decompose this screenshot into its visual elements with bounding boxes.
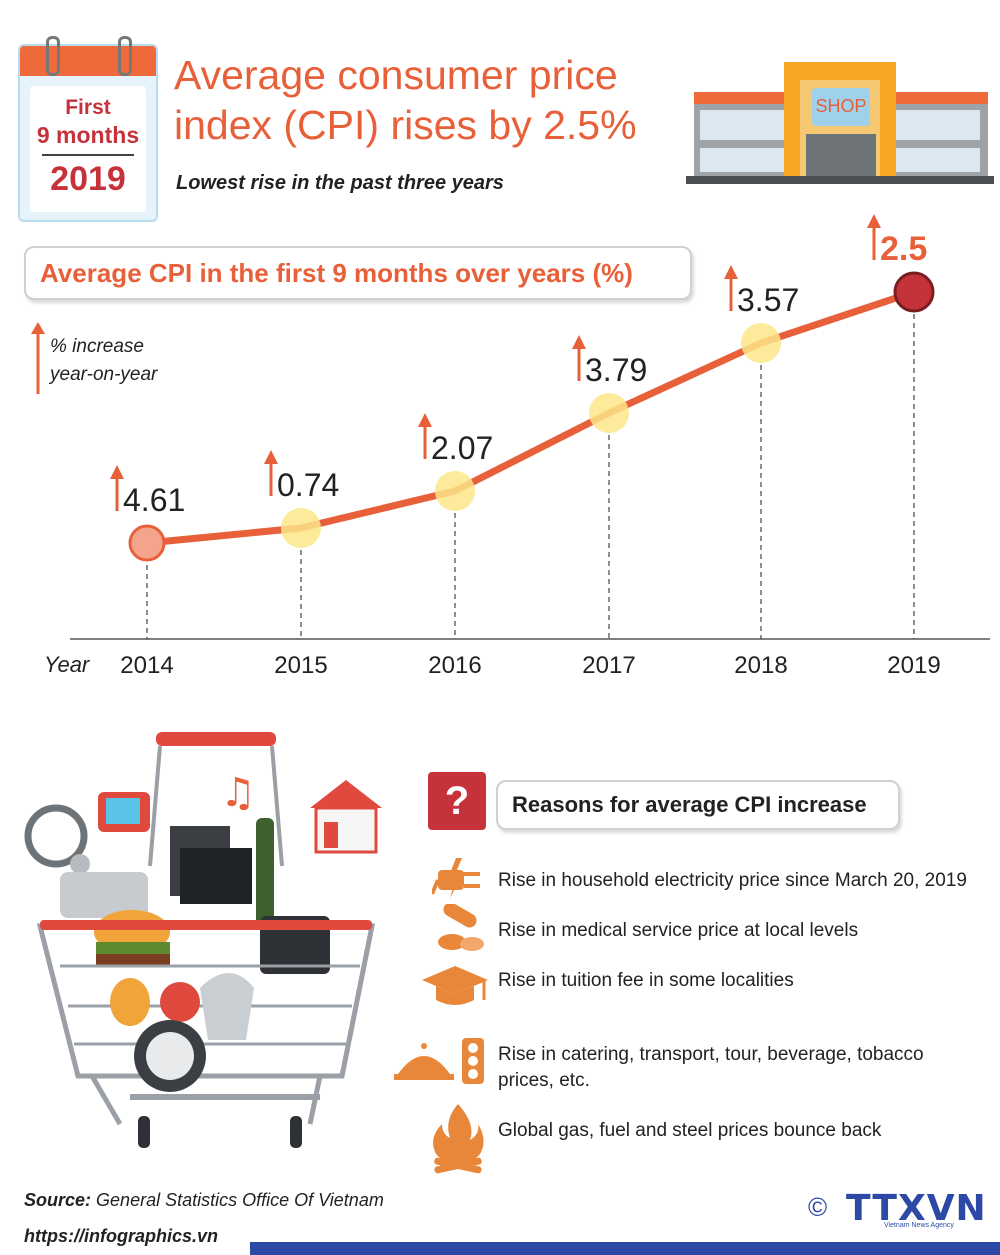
x-tick-label: 2018 — [734, 652, 787, 679]
source-text: General Statistics Office Of Vietnam — [96, 1190, 384, 1210]
legend-line1: % increase — [50, 336, 144, 357]
chart-title-box: Average CPI in the first 9 months over y… — [24, 246, 692, 300]
reason-tuition: Rise in tuition fee in some localities — [498, 970, 794, 991]
reasons-title-box: Reasons for average CPI increase — [496, 780, 900, 830]
reason-electricity: Rise in household electricity price sinc… — [498, 870, 967, 891]
title-line2: index (CPI) rises by 2.5% — [174, 102, 637, 148]
data-point — [128, 524, 166, 562]
data-label: 3.79 — [585, 352, 647, 388]
badge-year: 2019 — [50, 160, 126, 198]
copyright-icon: © — [808, 1192, 828, 1222]
source-note: Source: General Statistics Office Of Vie… — [24, 1190, 384, 1211]
data-label: 4.61 — [123, 482, 185, 518]
cpi-line-chart: Year 2014 2015 2016 2017 2018 2019 4.61 0.74 2.07… — [44, 214, 990, 679]
shop-sign: SHOP — [815, 96, 866, 116]
data-point — [893, 271, 935, 313]
food-cloche-traffic-light-icon — [394, 1038, 484, 1084]
data-label: 2.07 — [431, 430, 493, 466]
badge-line2: 9 months — [36, 122, 140, 148]
x-tick-label: 2014 — [120, 652, 173, 679]
reasons-title: Reasons for average CPI increase — [512, 792, 867, 817]
x-tick-label: 2017 — [582, 652, 635, 679]
data-point — [281, 508, 321, 548]
page-subtitle: Lowest rise in the past three years — [176, 172, 504, 194]
x-tick-label: 2015 — [274, 652, 327, 679]
calendar-badge: First 9 months 2019 — [18, 36, 158, 222]
data-point — [741, 323, 781, 363]
reason-global-prices: Global gas, fuel and steel prices bounce… — [498, 1120, 882, 1141]
up-arrow-head-icon — [724, 265, 738, 279]
badge-line1: First — [65, 96, 111, 119]
site-url[interactable]: https://infographics.vn — [24, 1226, 219, 1246]
up-arrow-head-icon — [867, 214, 881, 228]
chart-title: Average CPI in the first 9 months over y… — [40, 258, 633, 288]
footer-bar — [250, 1242, 1000, 1255]
ttxvn-logo: TTXVN — [846, 1188, 987, 1229]
shop-illustration: SHOP — [686, 62, 994, 184]
data-label: 0.74 — [277, 467, 339, 503]
data-label: 2.5 — [880, 230, 927, 268]
music-note-icon: ♫ — [220, 770, 256, 816]
up-arrow-head-icon — [264, 450, 278, 464]
fire-icon — [433, 1104, 484, 1174]
legend-line2: year-on-year — [50, 364, 158, 385]
up-arrow-head-icon — [110, 465, 124, 479]
data-point — [435, 471, 475, 511]
question-mark-icon: ? — [428, 772, 486, 830]
data-point — [589, 393, 629, 433]
chart-legend: % increase year-on-year — [28, 322, 208, 394]
reason-catering: Rise in catering, transport, tour, bever… — [498, 1044, 924, 1091]
shopping-cart-illustration: ♫ — [24, 732, 382, 1148]
up-arrow-icon — [31, 322, 45, 394]
x-tick-label: 2016 — [428, 652, 481, 679]
x-axis-label: Year — [44, 652, 91, 677]
logo-subtitle: Vietnam News Agency — [884, 1222, 954, 1229]
reason-medical: Rise in medical service price at local l… — [498, 920, 859, 941]
data-label: 3.57 — [737, 282, 799, 318]
electric-plug-icon — [432, 858, 480, 898]
pills-icon — [438, 904, 484, 951]
up-arrow-head-icon — [418, 413, 432, 427]
up-arrow-head-icon — [572, 335, 586, 349]
x-tick-label: 2019 — [887, 652, 940, 679]
series-line — [143, 288, 918, 547]
badge-divider — [42, 154, 134, 156]
title-line1: Average consumer price — [174, 52, 618, 98]
source-label: Source: — [24, 1190, 92, 1210]
page-title: Average consumer price index (CPI) rises… — [174, 50, 674, 150]
graduation-cap-icon — [422, 966, 488, 1005]
